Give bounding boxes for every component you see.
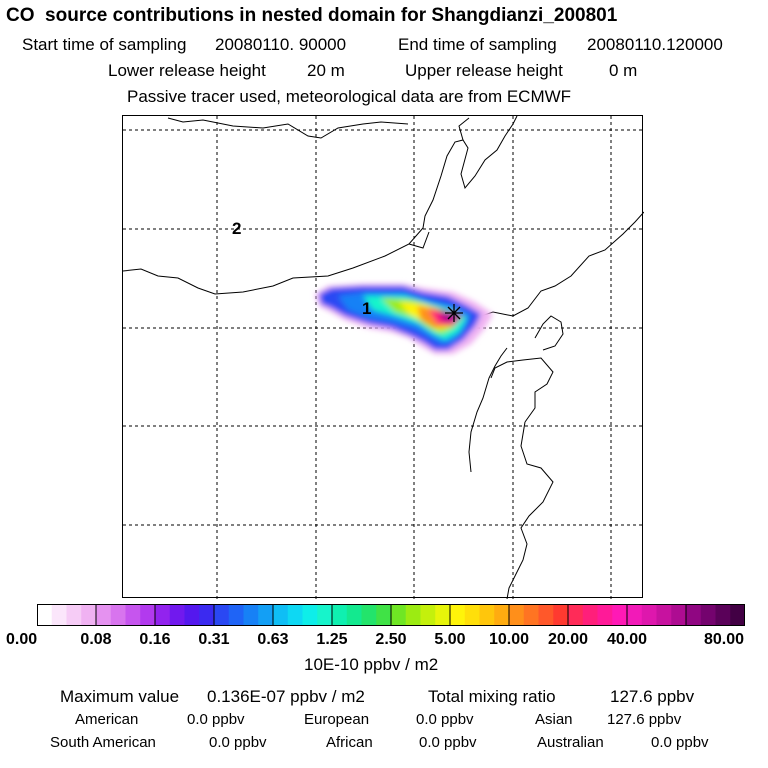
colorbar-swatch — [641, 604, 658, 626]
colorbar-tick-label: 0.31 — [198, 631, 230, 648]
colorbar-swatch — [317, 604, 333, 626]
colorbar-swatch — [671, 604, 687, 626]
region-name-american: American — [75, 711, 139, 728]
colorbar-swatch — [509, 604, 525, 626]
colorbar-swatch — [656, 604, 672, 626]
colorbar-tick-label: 0.16 — [139, 631, 171, 648]
colorbar-swatch — [715, 604, 731, 626]
colorbar-swatch — [214, 604, 230, 626]
lower-release-value: 20 m — [307, 61, 345, 80]
colorbar-tick-label: 0.00 — [6, 631, 38, 648]
colorbar-swatch — [597, 604, 613, 626]
colorbar-swatch — [479, 604, 495, 626]
receptor-star-marker-icon — [445, 304, 463, 322]
region-name-south-american: South American — [50, 734, 156, 751]
colorbar-swatch — [169, 604, 186, 626]
region-value-australian: 0.0 ppbv — [651, 734, 709, 751]
colorbar-swatch — [450, 604, 466, 626]
end-time-value: 20080110.120000 — [587, 35, 723, 54]
colorbar — [37, 604, 746, 626]
total-mixing-value: 127.6 ppbv — [610, 687, 695, 706]
max-value: 0.136E-07 ppbv / m2 — [207, 687, 365, 706]
region-label-2: 2 — [232, 219, 241, 238]
colorbar-swatch — [523, 604, 540, 626]
colorbar-swatch — [405, 604, 422, 626]
region-name-african: African — [326, 734, 373, 751]
colorbar-swatch — [700, 604, 717, 626]
colorbar-tick-label: 2.50 — [375, 631, 407, 648]
colorbar-swatch — [140, 604, 156, 626]
colorbar-tick-label: 80.00 — [704, 631, 745, 648]
colorbar-swatch — [612, 604, 628, 626]
colorbar-swatch — [243, 604, 259, 626]
colorbar-swatch — [494, 604, 510, 626]
colorbar-swatch — [332, 604, 348, 626]
colorbar-swatch — [96, 604, 112, 626]
colorbar-swatch — [155, 604, 171, 626]
map-canvas: 1 2 — [123, 116, 644, 599]
colorbar-swatch — [81, 604, 97, 626]
colorbar-unit: 10E-10 ppbv / m2 — [304, 655, 439, 674]
country-borders — [123, 116, 644, 599]
colorbar-swatch — [184, 604, 200, 626]
colorbar-swatch — [420, 604, 436, 626]
colorbar-swatch — [199, 604, 215, 626]
colorbar-swatch — [686, 604, 702, 626]
colorbar-swatch — [346, 604, 363, 626]
colorbar-tick-label: 20.00 — [547, 631, 589, 648]
colorbar-swatch — [66, 604, 82, 626]
colorbar-swatch — [302, 604, 318, 626]
colorbar-tick-label: 0.63 — [257, 631, 289, 648]
region-value-asian: 127.6 ppbv — [607, 711, 682, 728]
colorbar-swatch — [125, 604, 141, 626]
start-time-value: 20080110. 90000 — [215, 35, 347, 54]
colorbar-swatch — [37, 604, 53, 626]
region-label-1: 1 — [362, 299, 371, 318]
page-title: CO source contributions in nested domain… — [6, 5, 618, 26]
colorbar-swatch — [391, 604, 407, 626]
colorbar-border — [37, 604, 745, 626]
upper-release-value: 0 m — [609, 61, 638, 80]
max-value-label: Maximum value — [60, 687, 180, 706]
colorbar-swatch — [273, 604, 289, 626]
end-time-label: End time of sampling — [398, 35, 557, 54]
region-value-african: 0.0 ppbv — [419, 734, 477, 751]
concentration-plume — [315, 284, 493, 354]
colorbar-swatches — [37, 604, 746, 626]
colorbar-swatch — [287, 604, 304, 626]
colorbar-swatch — [110, 604, 127, 626]
region-name-australian: Australian — [537, 734, 604, 751]
colorbar-swatch — [538, 604, 554, 626]
colorbar-tick-label: 10.00 — [488, 631, 530, 648]
grid-lines — [123, 116, 644, 599]
lower-release-label: Lower release height — [108, 61, 266, 80]
region-value-american: 0.0 ppbv — [187, 711, 245, 728]
colorbar-tick-label: 5.00 — [434, 631, 466, 648]
colorbar-swatch — [51, 604, 68, 626]
colorbar-swatch — [627, 604, 643, 626]
region-value-european: 0.0 ppbv — [416, 711, 474, 728]
total-mixing-label: Total mixing ratio — [428, 687, 556, 706]
colorbar-swatch — [435, 604, 451, 626]
region-value-south-american: 0.0 ppbv — [209, 734, 267, 751]
upper-release-label: Upper release height — [405, 61, 563, 80]
colorbar-swatch — [553, 604, 569, 626]
colorbar-tick-label: 40.00 — [606, 631, 648, 648]
region-name-asian: Asian — [535, 711, 573, 728]
colorbar-swatch — [258, 604, 274, 626]
colorbar-tick-label: 1.25 — [316, 631, 348, 648]
colorbar-swatch — [730, 604, 746, 626]
colorbar-swatch — [361, 604, 377, 626]
colorbar-swatch — [464, 604, 481, 626]
map-panel: 1 2 — [122, 115, 644, 599]
colorbar-swatch — [582, 604, 599, 626]
colorbar-tick-label: 0.08 — [80, 631, 112, 648]
colorbar-swatch — [376, 604, 392, 626]
colorbar-swatch — [228, 604, 245, 626]
data-source-note: Passive tracer used, meteorological data… — [127, 87, 572, 106]
region-name-european: European — [304, 711, 370, 728]
start-time-label: Start time of sampling — [22, 35, 187, 54]
colorbar-swatch — [568, 604, 584, 626]
